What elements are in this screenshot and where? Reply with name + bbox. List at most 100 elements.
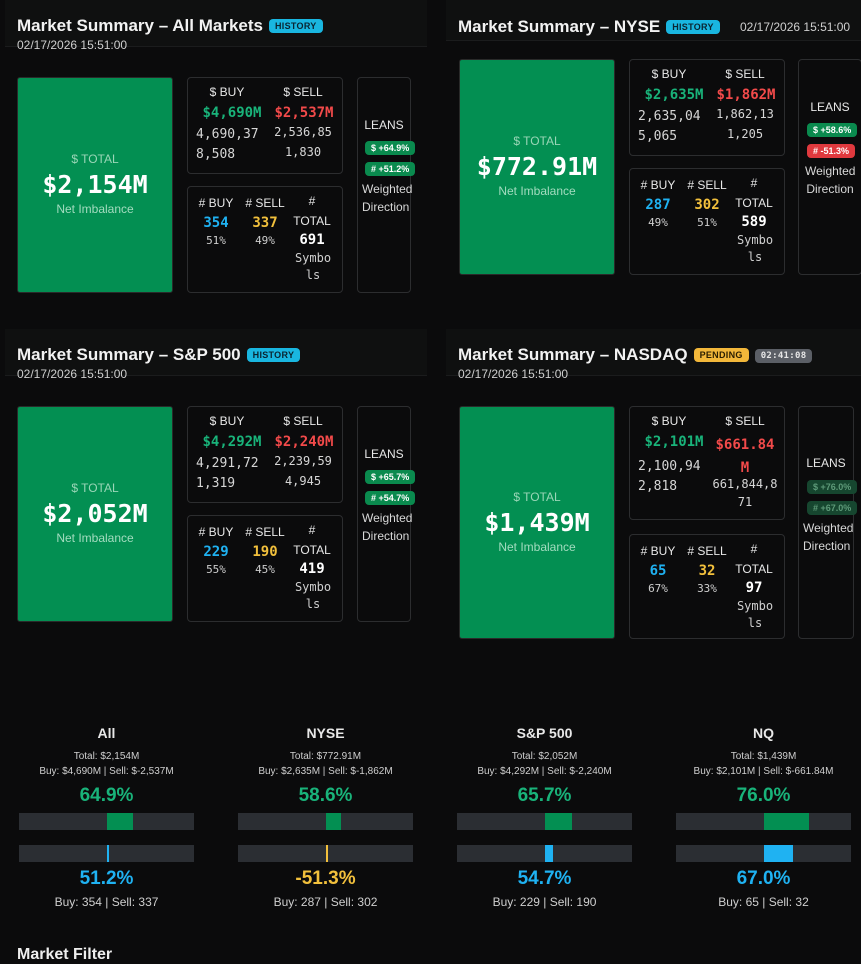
count-box: # BUY # SELL # TOTAL 354 337 691 51% 49%… — [187, 186, 343, 293]
dollar-lean-bar — [238, 813, 413, 830]
total-card: $ TOTAL $2,052M Net Imbalance — [17, 406, 173, 622]
lean-dollar-pill: $ +58.6% — [807, 123, 858, 137]
count-total-label: # TOTAL — [293, 523, 331, 557]
dollar-box: $ BUY $ SELL $2,101M $661.84M 2,100,942,… — [629, 406, 785, 520]
count-lean-fill — [544, 845, 553, 862]
buy-raw: 4,690,378,508 — [196, 127, 259, 162]
summary-dollar-pct: 76.0% — [736, 785, 791, 806]
count-total: 589 — [741, 214, 767, 230]
weighted-direction-label: Weighted Direction — [805, 164, 856, 196]
sell-raw: 661,844,871 — [712, 477, 778, 509]
count-box: # BUY # SELL # TOTAL 229 190 419 55% 45%… — [187, 515, 343, 622]
sell-label: $ SELL — [725, 67, 765, 81]
panel-title: Market Summary – NYSE HISTORY — [458, 17, 720, 37]
pct-sell: 49% — [255, 234, 275, 247]
leans-label: LEANS — [810, 100, 850, 114]
panel-header: Market Summary – NYSE HISTORY 02/17/2026 … — [446, 0, 861, 41]
count-lean-fill — [106, 845, 109, 862]
leans-label: LEANS — [806, 456, 846, 470]
summary-name: NQ — [753, 725, 774, 741]
panel-title: Market Summary – All Markets HISTORY — [17, 16, 323, 36]
total-value: $1,439M — [484, 508, 590, 537]
total-subtitle: Net Imbalance — [498, 184, 576, 198]
summary-buysell: Buy: $4,690M | Sell: $-2,537M — [39, 766, 174, 777]
count-sell: 32 — [698, 563, 716, 579]
count-buy-label: # BUY — [640, 178, 676, 192]
countdown-timer: 02:41:08 — [754, 349, 813, 363]
sell-value: $2,537M — [274, 105, 334, 121]
dollar-lean-fill — [544, 813, 572, 830]
buy-label: $ BUY — [209, 85, 245, 99]
symbols-label: Symbols — [294, 251, 332, 282]
count-total-label: # TOTAL — [735, 176, 773, 210]
count-lean-bar — [676, 845, 851, 862]
leans-label: LEANS — [364, 447, 404, 461]
panel-all-markets: Market Summary – All Markets HISTORY 02/1… — [5, 0, 427, 300]
panel-header: Market Summary – All Markets HISTORY 02/1… — [5, 0, 427, 52]
pct-sell: 51% — [697, 216, 717, 229]
sell-value: $661.84M — [715, 437, 775, 476]
total-subtitle: Net Imbalance — [56, 531, 134, 545]
total-label: $ TOTAL — [71, 152, 119, 166]
panel-date: 02/17/2026 15:51:00 — [17, 38, 128, 52]
count-buy: 354 — [203, 215, 229, 231]
sell-value: $1,862M — [716, 87, 776, 103]
sell-label: $ SELL — [725, 414, 765, 428]
count-box: # BUY # SELL # TOTAL 287 302 589 49% 51%… — [629, 168, 785, 275]
summary-column-sp500: S&P 500 Total: $2,052M Buy: $4,292M | Se… — [457, 722, 632, 911]
count-total: 691 — [299, 232, 325, 248]
buy-raw: 4,291,721,319 — [196, 456, 259, 491]
pct-buy: 51% — [206, 234, 226, 247]
lean-count-pill: # +51.2% — [365, 162, 416, 176]
count-lean-bar — [19, 845, 194, 862]
buy-label: $ BUY — [651, 67, 687, 81]
dollar-box: $ BUY $ SELL $4,690M $2,537M 4,690,378,5… — [187, 77, 343, 174]
count-lean-fill — [763, 845, 794, 862]
count-buy-label: # BUY — [640, 544, 676, 558]
pct-buy: 67% — [648, 582, 668, 595]
pending-badge[interactable]: PENDING — [693, 348, 749, 362]
leans-box: LEANS $ +65.7% # +54.7% Weighted Directi… — [357, 406, 416, 622]
count-sell: 337 — [252, 215, 278, 231]
buy-value: $2,635M — [644, 87, 704, 103]
count-lean-fill — [325, 845, 328, 862]
summary-total: Total: $1,439M — [730, 751, 797, 762]
history-badge[interactable]: HISTORY — [246, 348, 301, 362]
weighted-direction-label: Weighted Direction — [362, 511, 413, 543]
buy-label: $ BUY — [651, 414, 687, 428]
summary-dollar-pct: 65.7% — [517, 785, 572, 806]
lean-dollar-pill: $ +76.0% — [807, 480, 858, 494]
panel-date: 02/17/2026 15:51:00 — [458, 367, 569, 381]
summary-count-pct: 54.7% — [517, 868, 572, 889]
count-total: 419 — [299, 561, 325, 577]
history-badge[interactable]: HISTORY — [268, 19, 323, 33]
summary-counts: Buy: 354 | Sell: 337 — [54, 895, 159, 909]
buy-label: $ BUY — [209, 414, 245, 428]
total-label: $ TOTAL — [71, 481, 119, 495]
summary-column-nyse: NYSE Total: $772.91M Buy: $2,635M | Sell… — [238, 722, 413, 911]
sell-raw: 2,536,851,830 — [274, 125, 332, 159]
summary-count-pct: 51.2% — [79, 868, 134, 889]
summary-total: Total: $2,052M — [511, 751, 578, 762]
count-sell: 190 — [252, 544, 278, 560]
count-sell-label: # SELL — [245, 196, 285, 210]
symbols-label: Symbols — [736, 233, 774, 264]
sell-label: $ SELL — [283, 85, 323, 99]
summary-dollar-pct: 58.6% — [298, 785, 353, 806]
sell-value: $2,240M — [274, 434, 334, 450]
summary-count-pct: 67.0% — [736, 868, 791, 889]
panel-sp500: Market Summary – S&P 500 HISTORY 02/17/20… — [5, 329, 427, 629]
dollar-box: $ BUY $ SELL $2,635M $1,862M 2,635,045,0… — [629, 59, 785, 156]
count-sell-label: # SELL — [687, 178, 727, 192]
summary-total: Total: $772.91M — [289, 751, 362, 762]
count-buy: 229 — [203, 544, 229, 560]
history-badge[interactable]: HISTORY — [666, 20, 720, 34]
summary-name: S&P 500 — [516, 725, 573, 741]
summary-name: All — [97, 725, 116, 741]
lean-dollar-pill: $ +65.7% — [365, 470, 416, 484]
dollar-lean-fill — [106, 813, 133, 830]
summary-dollar-pct: 64.9% — [79, 785, 134, 806]
leans-box: LEANS $ +58.6% # -51.3% Weighted Directi… — [798, 59, 861, 275]
dollar-lean-bar — [19, 813, 194, 830]
buy-raw: 2,635,045,065 — [638, 109, 701, 144]
